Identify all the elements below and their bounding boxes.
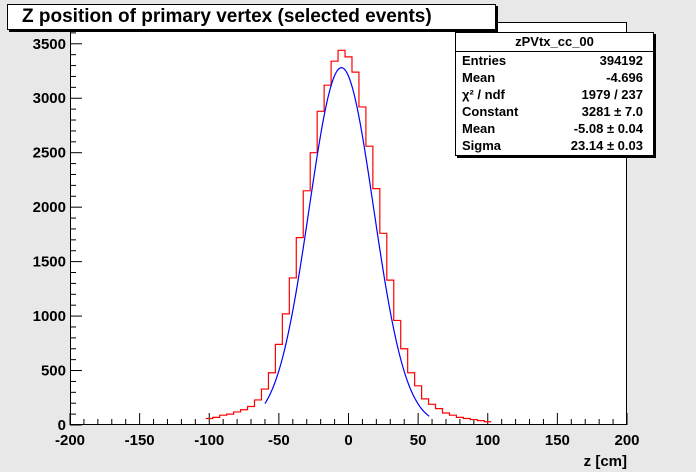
stats-row: Mean -4.696 — [456, 69, 653, 86]
stats-row: Sigma 23.14 ± 0.03 — [456, 137, 653, 154]
x-tick-label: 100 — [475, 432, 500, 449]
stats-label: Entries — [462, 53, 507, 68]
x-tick-label: 0 — [344, 432, 352, 449]
stats-value: 394192 — [599, 53, 643, 68]
x-tick-label: 200 — [614, 432, 639, 449]
stats-label: Mean — [462, 70, 496, 85]
stats-row: Mean -5.08 ± 0.04 — [456, 120, 653, 137]
stats-box-title: zPVtx_cc_00 — [456, 33, 653, 52]
x-axis-title: z [cm] — [584, 453, 627, 470]
stats-label: Mean — [462, 121, 496, 136]
y-tick-label: 1000 — [33, 308, 66, 325]
stats-row: χ² / ndf 1979 / 237 — [456, 86, 653, 103]
x-tick-label: -50 — [268, 432, 290, 449]
histogram-outline — [205, 49, 492, 423]
stats-value: -4.696 — [606, 70, 643, 85]
stats-label: Constant — [462, 104, 519, 119]
stats-value: 1979 / 237 — [581, 87, 643, 102]
x-tick-label: -100 — [194, 432, 224, 449]
chart-title: Z position of primary vertex (selected e… — [7, 4, 496, 30]
stats-row: Entries 394192 — [456, 52, 653, 69]
stats-rows: Entries 394192 Mean -4.696 χ² / ndf 1979 / 23… — [456, 52, 653, 154]
y-tick-label: 500 — [41, 363, 66, 380]
axis-ticks — [69, 21, 628, 426]
x-tick-label: 150 — [545, 432, 570, 449]
y-tick-label: 3000 — [33, 90, 66, 107]
stats-value: -5.08 ± 0.04 — [573, 121, 643, 136]
histogram-series — [205, 49, 492, 423]
y-tick-label: 3500 — [33, 36, 66, 53]
y-tick-label: 0 — [58, 417, 66, 434]
gaussian-fit-curve — [264, 67, 430, 417]
stats-value: 3281 ± 7.0 — [581, 104, 643, 119]
stats-label: χ² / ndf — [462, 87, 505, 102]
x-tick-label: -200 — [55, 432, 85, 449]
x-tick-label: -150 — [125, 432, 155, 449]
fit-curve-series — [264, 67, 430, 417]
stats-row: Constant 3281 ± 7.0 — [456, 103, 653, 120]
x-tick-label: 50 — [410, 432, 427, 449]
y-tick-label: 2000 — [33, 199, 66, 216]
y-tick-label: 1500 — [33, 254, 66, 271]
stats-box: zPVtx_cc_00 Entries 394192 Mean -4.696 χ² / … — [455, 32, 654, 156]
y-tick-label: 2500 — [33, 145, 66, 162]
stats-value: 23.14 ± 0.03 — [570, 138, 643, 153]
axis-tick-labels: -200 -150 -100 -50 0 50 100 150 2000500100015002… — [33, 36, 640, 449]
stats-label: Sigma — [462, 138, 502, 153]
